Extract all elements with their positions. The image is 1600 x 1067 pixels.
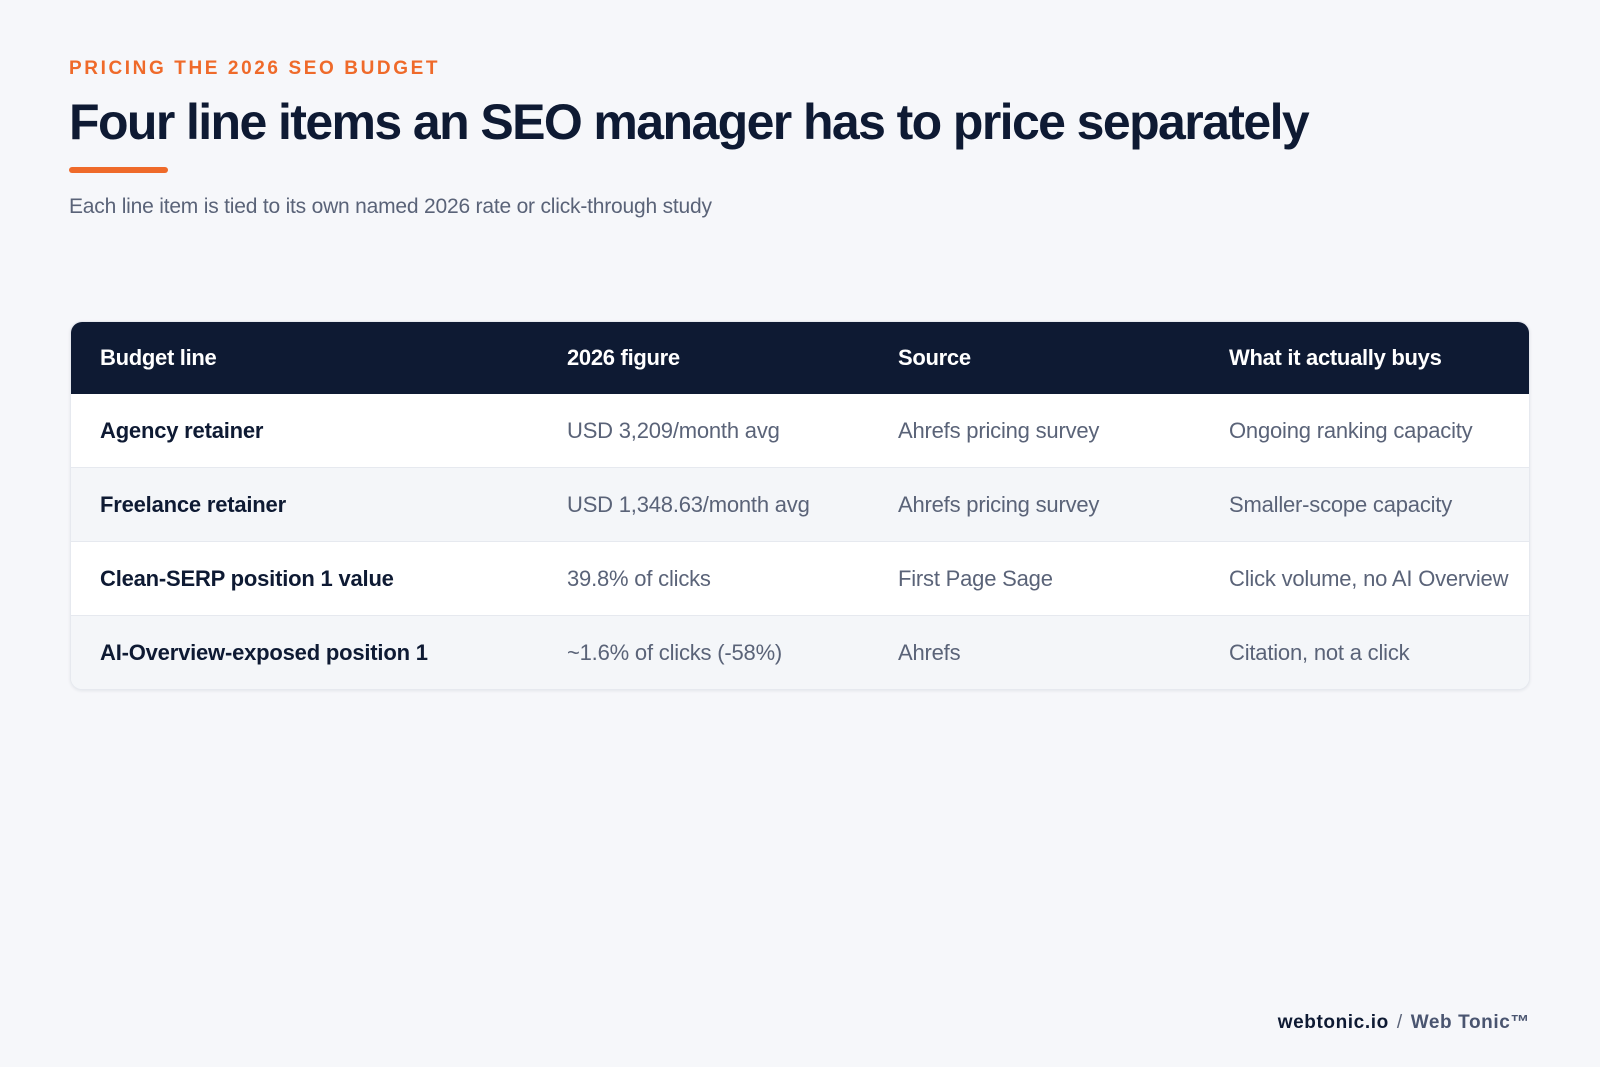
cell-figure: USD 1,348.63/month avg [538, 467, 869, 542]
cell-source: Ahrefs pricing survey [898, 418, 1100, 443]
cell-buys: Ongoing ranking capacity [1229, 418, 1473, 443]
budget-table: Budget line 2026 figure Source What it a… [71, 322, 1529, 689]
column-header-budget-line: Budget line [100, 345, 217, 370]
table-header: Budget line 2026 figure Source What it a… [71, 322, 1529, 394]
table-row: Agency retainer USD 3,209/month avg Ahre… [71, 394, 1529, 468]
column-header-what-it-buys: What it actually buys [1229, 345, 1442, 370]
cell-source: First Page Sage [869, 541, 1200, 616]
footer-brand: webtonic.io / Web Tonic™ [1278, 1012, 1530, 1034]
title-accent-bar [69, 167, 168, 173]
cell-budget-line: Freelance retainer [71, 467, 538, 542]
cell-buys: Click volume, no AI Overview [1200, 541, 1529, 616]
cell-source: Ahrefs pricing survey [869, 467, 1200, 542]
footer-separator: / [1396, 1012, 1403, 1033]
table-row: Clean-SERP position 1 value 39.8% of cli… [71, 541, 1529, 616]
cell-buys: Smaller-scope capacity [1200, 467, 1529, 542]
footer-domain: webtonic.io [1277, 1012, 1389, 1033]
cell-figure: ~1.6% of clicks (-58%) [538, 615, 869, 689]
table-row: AI-Overview-exposed position 1 ~1.6% of … [71, 615, 1529, 689]
eyebrow-label: PRICING THE 2026 SEO BUDGET [69, 58, 441, 79]
table-body: Agency retainer USD 3,209/month avg Ahre… [71, 394, 1529, 689]
budget-table-card: Budget line 2026 figure Source What it a… [70, 321, 1530, 690]
column-header-2026-figure: 2026 figure [567, 345, 680, 370]
cell-figure: USD 3,209/month avg [567, 418, 780, 443]
table-row: Freelance retainer USD 1,348.63/month av… [71, 467, 1529, 542]
column-header-source: Source [898, 345, 971, 370]
table-header-row: Budget line 2026 figure Source What it a… [71, 322, 1529, 394]
cell-buys: Citation, not a click [1200, 615, 1529, 689]
page-subtitle: Each line item is tied to its own named … [69, 195, 712, 218]
cell-figure: 39.8% of clicks [538, 541, 869, 616]
cell-budget-line: Clean-SERP position 1 value [71, 541, 538, 616]
cell-source: Ahrefs [869, 615, 1200, 689]
cell-budget-line: AI-Overview-exposed position 1 [71, 615, 538, 689]
cell-budget-line: Agency retainer [100, 418, 264, 443]
page-title: Four line items an SEO manager has to pr… [69, 94, 1310, 150]
footer-brand-name: Web Tonic™ [1410, 1012, 1530, 1033]
